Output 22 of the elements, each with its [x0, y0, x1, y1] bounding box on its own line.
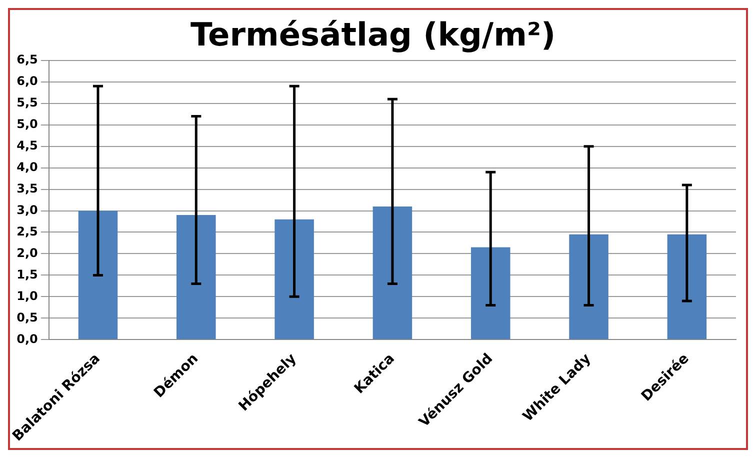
y-tick-label: 4,5	[16, 138, 38, 152]
y-tick-label: 1,5	[16, 267, 38, 282]
y-tick-label: 2,0	[16, 246, 38, 260]
y-tick-label: 2,5	[16, 224, 38, 238]
bar	[470, 247, 510, 340]
y-tick-label: 0,0	[16, 332, 38, 346]
y-tick-label: 3,0	[16, 202, 38, 217]
y-tick-label: 6,0	[16, 74, 38, 88]
y-tick-label: 6,5	[16, 52, 38, 67]
bar	[569, 234, 608, 340]
y-tick-label: 5,0	[16, 116, 38, 131]
bar	[78, 210, 118, 340]
y-tick-label: 4,0	[16, 160, 38, 174]
y-tick-label: 0,5	[16, 310, 38, 324]
y-tick-label: 5,5	[16, 95, 38, 110]
bar	[667, 234, 707, 340]
y-tick-label: 1,0	[16, 288, 38, 303]
y-tick-label: 3,5	[16, 181, 38, 196]
bar	[372, 206, 412, 340]
bar	[274, 219, 314, 340]
bar	[176, 215, 216, 340]
chart-title: Termésátlag (kg/m²)	[190, 16, 556, 54]
